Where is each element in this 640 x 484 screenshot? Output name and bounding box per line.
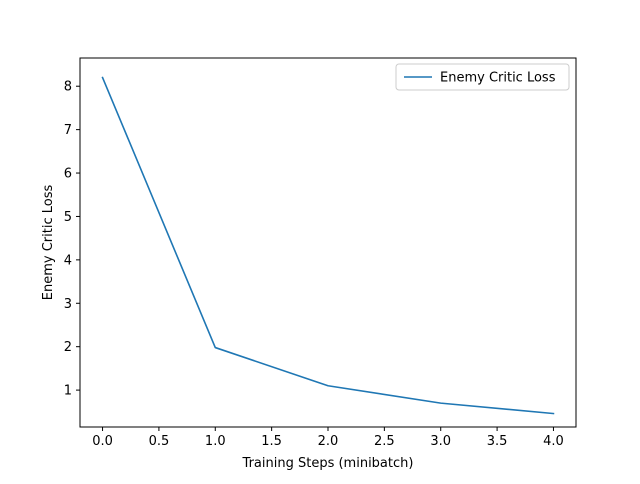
x-tick-label: 0.0 <box>92 434 113 449</box>
x-tick-label: 3.5 <box>487 434 508 449</box>
y-tick-label: 2 <box>64 340 72 355</box>
y-tick-label: 4 <box>64 253 72 268</box>
y-tick-label: 5 <box>64 210 72 225</box>
x-tick-label: 2.0 <box>318 434 339 449</box>
y-tick-label: 7 <box>64 123 72 138</box>
y-tick-label: 8 <box>64 80 72 95</box>
x-tick-label: 0.5 <box>149 434 170 449</box>
y-tick-label: 6 <box>64 167 72 182</box>
x-tick-label: 4.0 <box>543 434 564 449</box>
x-tick-label: 3.0 <box>430 434 451 449</box>
y-axis-label: Enemy Critic Loss <box>41 185 56 301</box>
legend: Enemy Critic Loss <box>396 64 569 90</box>
legend-series-label: Enemy Critic Loss <box>440 71 556 86</box>
x-tick-label: 1.5 <box>261 434 282 449</box>
x-tick-label: 1.0 <box>205 434 226 449</box>
x-axis-label: Training Steps (minibatch) <box>242 456 414 471</box>
y-tick-label: 1 <box>64 384 72 399</box>
y-tick-label: 3 <box>64 297 72 312</box>
x-tick-label: 2.5 <box>374 434 395 449</box>
